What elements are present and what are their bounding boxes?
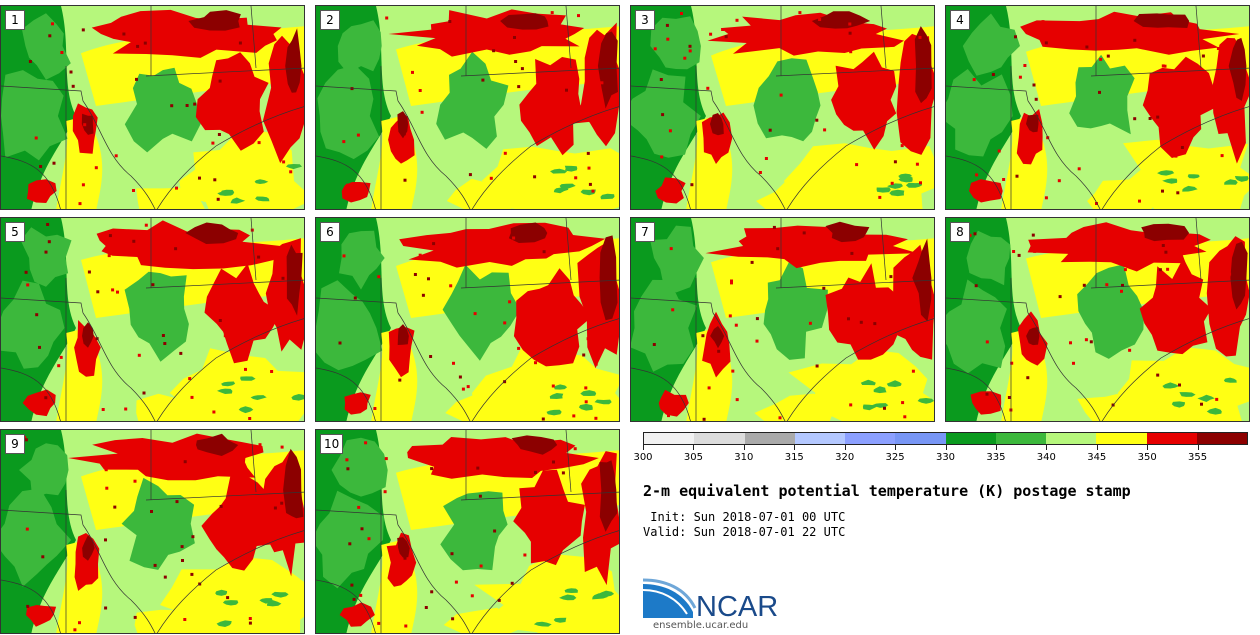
ncar-url: ensemble.ucar.edu [653,620,749,631]
init-time: Init: Sun 2018-07-01 00 UTC [643,510,846,524]
colorbar-swatch [845,433,896,444]
colorbar-tick-label: 330 [935,452,956,463]
colorbar-swatch [895,433,946,444]
temperature-map [946,6,1249,209]
temperature-map [316,6,619,209]
ensemble-member-map: 2 [315,5,620,210]
panel-number: 3 [635,10,655,30]
panel-number: 1 [5,10,25,30]
colorbar-tick [844,445,846,450]
colorbar-swatch [744,433,795,444]
panel-number: 4 [950,10,970,30]
colorbar-tick [693,445,695,450]
colorbar [643,432,1248,445]
temperature-map [1,218,304,421]
colorbar-tick [743,445,745,450]
ensemble-member-map: 8 [945,217,1250,422]
ensemble-member-map: 10 [315,429,620,634]
ensemble-member-map: 7 [630,217,935,422]
colorbar-tick [1096,445,1098,450]
ncar-logo: NCAR [643,578,778,622]
colorbar-swatch [644,433,695,444]
colorbar-tick [1046,445,1048,450]
panel-number: 6 [320,222,340,242]
panel-number: 9 [5,434,25,454]
panel-number: 2 [320,10,340,30]
panel-number: 10 [320,434,344,454]
ensemble-member-map: 1 [0,5,305,210]
colorbar-tick [945,445,947,450]
colorbar-tick-label: 325 [885,452,905,463]
colorbar-tick [995,445,997,450]
temperature-map [631,6,934,209]
panel-number: 7 [635,222,655,242]
colorbar-swatch [1046,433,1097,444]
ensemble-member-map: 9 [0,429,305,634]
colorbar-ticks: 300 305 310 315 320 325 330 335 340 345 350 355 [633,445,1248,475]
plot-title: 2-m equivalent potential temperature (K)… [643,482,1131,500]
colorbar-tick-label: 315 [784,452,804,463]
colorbar-tick-label: 355 [1188,452,1208,463]
colorbar-tick-label: 350 [1137,452,1157,463]
panel-number: 5 [5,222,25,242]
ensemble-member-map: 3 [630,5,935,210]
colorbar-swatch [1196,433,1247,444]
temperature-map [946,218,1249,421]
colorbar-tick-label: 310 [734,452,754,463]
colorbar-swatch [945,433,996,444]
colorbar-tick-label: 335 [986,452,1006,463]
colorbar-tick [1197,445,1199,450]
temperature-map [316,218,619,421]
colorbar-tick [1147,445,1149,450]
temperature-map [631,218,934,421]
colorbar-swatch [794,433,845,444]
colorbar-swatch [995,433,1046,444]
svg-text:NCAR: NCAR [696,591,778,622]
ensemble-member-map: 4 [945,5,1250,210]
colorbar-tick [794,445,796,450]
valid-time: Valid: Sun 2018-07-01 22 UTC [643,525,846,539]
ensemble-member-map: 5 [0,217,305,422]
colorbar-tick-label: 300 [633,452,653,463]
colorbar-tick-label: 345 [1087,452,1107,463]
colorbar-tick-label: 305 [683,452,703,463]
panel-number: 8 [950,222,970,242]
colorbar-swatch [694,433,745,444]
temperature-map [316,430,619,633]
colorbar-swatch [1096,433,1147,444]
temperature-map [1,6,304,209]
colorbar-tick [643,445,644,450]
colorbar-tick [895,445,897,450]
ensemble-member-map: 6 [315,217,620,422]
colorbar-swatch [1146,433,1197,444]
colorbar-tick-label: 320 [835,452,855,463]
colorbar-tick-label: 340 [1036,452,1056,463]
temperature-map [1,430,304,633]
